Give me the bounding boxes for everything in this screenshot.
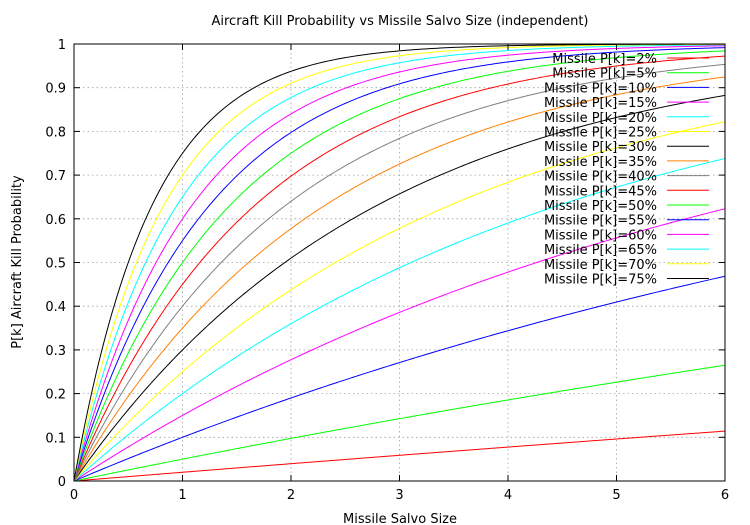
series-line-7 [73,76,726,482]
series-line-10 [73,50,726,482]
legend-label: Missile P[k]=65% [544,243,657,258]
x-tick-label: 1 [178,488,186,503]
legend-label: Missile P[k]=10% [544,81,657,96]
chart-title: Aircraft Kill Probability vs Missile Sal… [211,14,588,29]
legend-label: Missile P[k]=60% [544,228,657,243]
y-tick-label: 0.2 [45,388,66,403]
legend-label: Missile P[k]=75% [544,273,657,288]
legend-label: Missile P[k]=2% [552,52,657,67]
series-line-9 [73,55,726,482]
y-tick-label: 0.3 [45,344,66,359]
legend-label: Missile P[k]=40% [544,170,657,185]
series-line-11 [73,47,726,482]
legend-label: Missile P[k]=15% [544,96,657,111]
x-tick-label: 0 [70,488,78,503]
legend-label: Missile P[k]=35% [544,155,657,170]
series-line-4 [73,158,726,482]
legend-label: Missile P[k]=50% [544,199,657,214]
y-tick-label: 0.7 [45,169,66,184]
y-tick-label: 0.5 [45,257,66,272]
series-line-6 [73,94,726,482]
x-tick-label: 6 [721,488,729,503]
y-tick-label: 0 [58,475,66,490]
legend-label: Missile P[k]=5% [552,67,657,82]
x-tick-label: 2 [287,488,295,503]
y-axis-title: P[k] Aircraft Kill Probability [10,175,25,349]
series-line-8 [73,63,726,482]
legend: Missile P[k]=2%Missile P[k]=5%Missile P[… [544,52,709,288]
y-tick-label: 0.1 [45,431,66,446]
legend-label: Missile P[k]=30% [544,140,657,155]
legend-label: Missile P[k]=20% [544,111,657,126]
legend-label: Missile P[k]=45% [544,184,657,199]
x-tick-label: 3 [395,488,403,503]
series-line-0 [73,430,726,482]
y-tick-label: 0.8 [45,125,66,140]
series-line-2 [73,275,726,482]
ticks: 0 1 2 3 4 5 6 0 0.1 0.2 0.3 0.4 0.5 0.6 0.7 0.8 0.9 1 [45,38,729,503]
y-tick-label: 0.9 [45,82,66,97]
x-tick-label: 5 [612,488,620,503]
legend-label: Missile P[k]=70% [544,258,657,273]
y-tick-label: 1 [58,38,66,53]
legend-label: Missile P[k]=55% [544,214,657,229]
y-tick-label: 0.4 [45,300,66,315]
series-line-1 [73,364,726,482]
x-axis-title: Missile Salvo Size [343,512,457,525]
series-line-5 [73,121,726,482]
legend-label: Missile P[k]=25% [544,126,657,141]
y-tick-label: 0.6 [45,213,66,228]
series-line-3 [73,208,726,482]
x-tick-label: 4 [504,488,512,503]
